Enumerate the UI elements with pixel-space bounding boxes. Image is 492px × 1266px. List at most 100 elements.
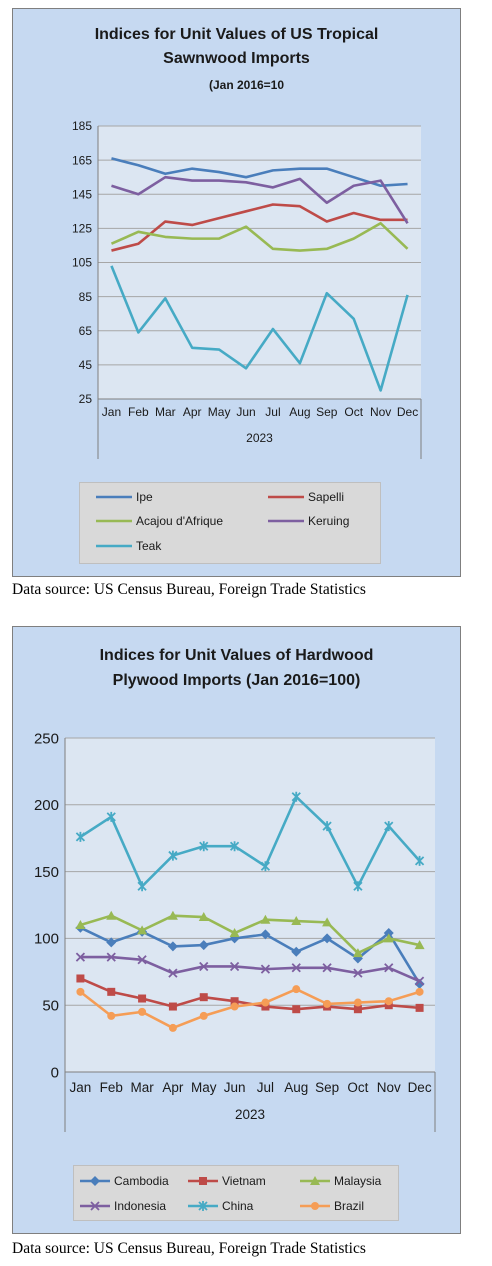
series-line-sapelli [111,203,408,252]
legend-label: Cambodia [114,1174,169,1188]
legend-label: Malaysia [334,1174,382,1188]
legend-item-indonesia: Indonesia [80,1198,166,1214]
data-point-cambodia [322,933,333,944]
legend-swatch [96,519,132,523]
data-source-note: Data source: US Census Bureau, Foreign T… [12,581,366,598]
data-point-china [384,821,394,832]
legend-swatch [300,1202,330,1210]
legend-item-brazil: Brazil [300,1198,364,1214]
sawnwood-plot: 25 45 65 85 105 125 145 165 185 Jan Feb Mar Apr May Ju… [72,119,422,459]
data-point-indonesia [168,968,178,978]
data-point-indonesia [229,961,240,972]
legend-swatch [300,1176,330,1185]
data-point-indonesia [260,964,271,974]
y-tick-label: 150 [34,864,59,881]
data-point-malaysia [137,925,148,935]
data-point-brazil [415,987,424,996]
data-point-vietnam [230,997,239,1006]
data-source-note: Data source: US Census Bureau, Foreign T… [12,1240,366,1257]
data-point-indonesia [137,955,147,965]
legend-item-china: China [188,1198,253,1214]
x-tick-label: Apr [162,1080,184,1095]
x-tick-label: Jun [224,1080,246,1095]
data-point-cambodia [167,941,178,952]
data-point-malaysia [291,916,302,926]
y-tick-label: 105 [72,256,92,270]
data-point-brazil [353,998,362,1007]
data-point-china [291,791,301,802]
series-line-teak [110,265,409,392]
legend-swatch [268,495,304,499]
series-acajou-d-afrique [110,221,409,252]
data-point-vietnam [107,987,116,996]
chart-title-line1: Indices for Unit Values of US Tropical [94,26,379,43]
legend-item-sapelli: Sapelli [268,489,344,505]
legend-marker [198,1201,208,1211]
legend-item-keruing: Keruing [268,513,349,529]
x-axis-label: 2023 [246,431,273,445]
data-point-malaysia [260,914,271,924]
data-point-china [353,881,363,892]
y-tick-label: 145 [72,187,92,201]
data-point-malaysia [106,910,117,920]
data-point-china [106,811,116,822]
data-point-china [414,855,425,866]
y-tick-label: 165 [72,153,92,167]
data-point-vietnam [384,1001,393,1010]
data-point-vietnam [353,1005,362,1014]
x-tick-label: Dec [408,1080,432,1095]
chart-title-line1: Indices for Unit Values of Hardwood [99,647,374,664]
data-point-malaysia [75,920,86,930]
data-point-indonesia [75,952,86,962]
legend-swatch [80,1176,110,1186]
x-tick-label: Jul [257,1080,274,1095]
x-tick-label: Sep [315,1080,339,1095]
data-point-brazil [168,1023,177,1032]
series-line-keruing [111,175,409,224]
series-teak [110,265,409,392]
x-axis-label: 2023 [235,1107,265,1122]
legend-label: Brazil [334,1199,365,1213]
y-tick-label: 100 [34,931,59,948]
legend-label: Sapelli [308,490,345,504]
legend-label: Vietnam [222,1174,266,1188]
x-tick-label: Jun [236,405,255,419]
data-point-indonesia [291,963,301,973]
x-tick-label: May [191,1080,217,1095]
y-tick-label: 25 [79,392,93,406]
chart-title-line2: Plywood Imports (Jan 2016=100) [112,672,361,689]
x-tick-label: Oct [347,1080,368,1095]
data-point-cambodia [291,946,302,957]
series-malaysia [75,910,425,958]
legend-swatch [188,1201,218,1211]
x-tick-label: Dec [397,405,418,419]
data-point-vietnam [415,1003,424,1012]
y-tick-label: 185 [72,119,92,133]
legend-label: Keruing [308,514,350,528]
x-tick-label: Mar [130,1080,154,1095]
data-point-vietnam [168,1002,177,1011]
plywood-legend: Cambodia Vietnam Malaysia Indonesia China Bra… [73,1165,399,1221]
data-point-malaysia [167,910,178,920]
legend-item-vietnam: Vietnam [188,1173,266,1189]
legend-item-cambodia: Cambodia [80,1173,169,1189]
y-tick-label: 0 [51,1064,59,1081]
legend-swatch [268,519,304,523]
plot-area [65,738,435,1072]
series-line-cambodia [79,926,421,985]
x-tick-label: Feb [100,1080,123,1095]
data-point-brazil [384,997,393,1006]
data-point-indonesia [199,961,209,972]
y-tick-label: 125 [72,222,92,236]
data-point-china [229,841,240,852]
y-tick-label: 250 [34,730,59,747]
series-line-malaysia [80,914,420,955]
legend-swatch [80,1201,110,1211]
plywood-plot: 0 50 100 150 200 250 Jan Feb Mar Apr May Jun Jul Aug S… [34,730,436,1132]
x-tick-label: Jul [265,405,280,419]
data-point-indonesia [414,976,425,986]
data-point-malaysia [229,928,240,938]
data-point-china [322,821,332,832]
data-point-vietnam [261,1002,270,1011]
x-tick-label: May [208,405,231,419]
